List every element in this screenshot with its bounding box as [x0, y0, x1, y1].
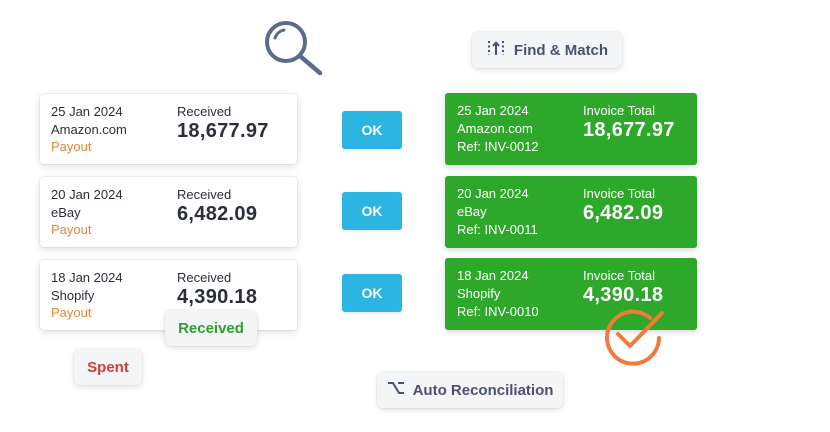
invoice-label: Invoice Total	[583, 268, 656, 283]
transaction-label: Received	[177, 270, 232, 285]
transaction-date: 18 Jan 2024	[51, 270, 123, 285]
received-badge: Received	[165, 310, 257, 346]
invoice-label: Invoice Total	[583, 186, 656, 201]
ok-button[interactable]: OK	[342, 192, 402, 230]
transaction-merchant: Shopify	[51, 288, 95, 303]
auto-reconciliation-label: Auto Reconciliation	[412, 381, 554, 399]
find-match-badge: Find & Match	[472, 32, 622, 68]
transaction-merchant: Amazon.com	[51, 122, 127, 137]
transaction-amount: 18,677.97	[177, 120, 269, 142]
spent-badge: Spent	[74, 349, 142, 385]
transaction-type: Payout	[51, 305, 92, 320]
invoice-amount: 4,390.18	[583, 284, 664, 306]
invoice-date: 20 Jan 2024	[457, 186, 529, 201]
invoice-ref: Ref: INV-0010	[457, 304, 539, 319]
option-key-icon	[387, 381, 405, 399]
search-icon	[262, 18, 326, 78]
invoice-date: 18 Jan 2024	[457, 268, 529, 283]
invoice-merchant: Amazon.com	[457, 121, 533, 136]
ok-button[interactable]: OK	[342, 274, 402, 312]
transaction-card[interactable]: 25 Jan 2024 Amazon.com Payout Received 1…	[40, 94, 297, 164]
transaction-merchant: eBay	[51, 205, 81, 220]
find-match-label: Find & Match	[513, 41, 609, 59]
ok-button[interactable]: OK	[342, 111, 402, 149]
invoice-merchant: eBay	[457, 204, 487, 219]
transaction-type: Payout	[51, 139, 92, 154]
auto-reconciliation-badge: Auto Reconciliation	[377, 372, 563, 408]
transaction-card[interactable]: 20 Jan 2024 eBay Payout Received 6,482.0…	[40, 177, 297, 247]
transaction-amount: 4,390.18	[177, 286, 258, 308]
transaction-type: Payout	[51, 222, 92, 237]
invoice-merchant: Shopify	[457, 286, 501, 301]
invoice-ref: Ref: INV-0011	[457, 222, 538, 237]
invoice-amount: 18,677.97	[583, 119, 675, 141]
invoice-card[interactable]: 25 Jan 2024 Amazon.com Ref: INV-0012 Inv…	[445, 93, 697, 165]
invoice-amount: 6,482.09	[583, 202, 664, 224]
invoice-date: 25 Jan 2024	[457, 103, 529, 118]
invoice-card[interactable]: 20 Jan 2024 eBay Ref: INV-0011 Invoice T…	[445, 176, 697, 248]
check-circle-icon	[600, 304, 666, 366]
transaction-date: 25 Jan 2024	[51, 104, 123, 119]
transaction-label: Received	[177, 187, 232, 202]
transaction-label: Received	[177, 104, 232, 119]
transaction-amount: 6,482.09	[177, 203, 258, 225]
invoice-label: Invoice Total	[583, 103, 656, 118]
invoice-ref: Ref: INV-0012	[457, 139, 539, 154]
transaction-date: 20 Jan 2024	[51, 187, 123, 202]
columns-match-icon	[486, 38, 506, 62]
